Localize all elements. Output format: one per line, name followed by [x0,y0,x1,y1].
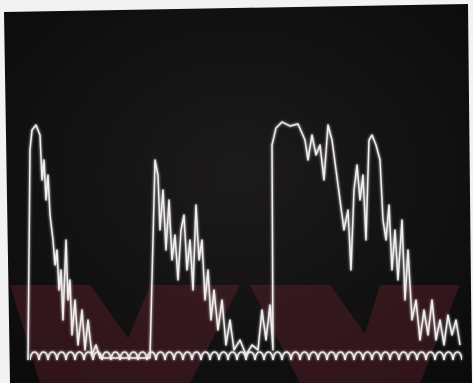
oscilloscope-photo [0,0,473,383]
page: Oscilloscope trace {} html, body { margi… [0,0,473,383]
body [0,0,473,383]
baseline-comb [30,350,462,362]
